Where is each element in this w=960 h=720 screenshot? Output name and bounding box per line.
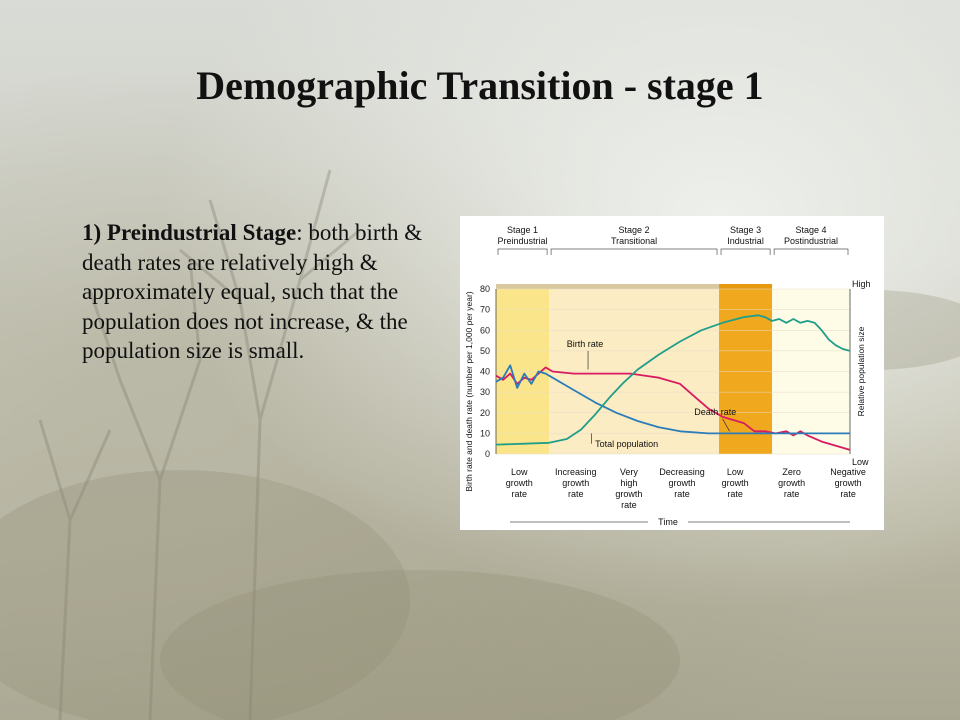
growth-label-4: growth [668,478,695,488]
growth-label-1: Low [511,467,528,477]
annotation-death-arrow [722,418,730,432]
stage3-top-strip [719,284,773,289]
y2-high-label: High [852,279,871,289]
stage-subtitle-2: Transitional [611,236,657,246]
stage-name-4: Stage 4 [796,225,827,235]
y-tick-label: 50 [480,346,490,356]
description-text: 1) Preindustrial Stage: both birth & dea… [82,218,442,366]
stage-bracket-3 [720,248,771,255]
growth-label-7: Negative [830,467,866,477]
annotation-death-rate: Death rate [694,407,736,417]
growth-label-1: growth [506,478,533,488]
growth-label-2: growth [562,478,589,488]
stage-name-3: Stage 3 [730,225,761,235]
stage-name-2: Stage 2 [619,225,650,235]
y-tick-label: 60 [480,325,490,335]
stage-name-1: Stage 1 [507,225,538,235]
y2-axis-label: Relative population size [856,326,866,416]
slide-title: Demographic Transition - stage 1 [196,63,764,108]
growth-label-7: growth [835,478,862,488]
growth-label-3: rate [621,500,637,510]
growth-label-1: rate [511,489,527,499]
y-tick-label: 0 [485,449,490,459]
y-axis-label: Birth rate and death rate (number per 1,… [464,291,474,492]
stage-bracket-2 [550,248,718,255]
growth-label-6: growth [778,478,805,488]
growth-label-5: growth [722,478,749,488]
description-colon: : [296,220,303,245]
growth-label-5: rate [727,489,743,499]
stage-top-strip [496,284,720,289]
growth-label-3: growth [615,489,642,499]
growth-label-4: Decreasing [659,467,705,477]
y2-low-label: Low [852,457,869,467]
stage-bracket-4 [773,248,849,255]
stage-subtitle-1: Preindustrial [498,236,548,246]
growth-label-6: Zero [782,467,801,477]
y-tick-label: 30 [480,387,490,397]
growth-label-3: high [620,478,637,488]
annotation-birth-rate: Birth rate [567,339,604,349]
description-body: both birth & death rates are relatively … [82,220,423,363]
stage-bracket-1 [497,248,548,255]
growth-label-5: Low [727,467,744,477]
y-tick-label: 10 [480,428,490,438]
stage-subtitle-4: Postindustrial [784,236,838,246]
growth-label-4: rate [674,489,690,499]
y-tick-label: 40 [480,367,490,377]
series-line-death-rate [495,364,850,435]
growth-label-2: Increasing [555,467,597,477]
stage-name: 1) Preindustrial Stage [82,220,297,245]
growth-label-3: Very [620,467,639,477]
growth-label-7: rate [840,489,856,499]
stage-subtitle-3: Industrial [727,236,764,246]
growth-label-6: rate [784,489,800,499]
series-line-total-population [495,314,851,446]
y-tick-label: 80 [480,284,490,294]
y-tick-label: 70 [480,305,490,315]
demographic-transition-chart: 0 10 20 30 40 50 60 70 80 Stage 1 Preindustrial Sta… [460,216,884,530]
y-tick-label: 20 [480,408,490,418]
growth-label-2: rate [568,489,584,499]
annotation-total-population: Total population [595,439,658,449]
x-axis-label: Time [658,517,678,527]
